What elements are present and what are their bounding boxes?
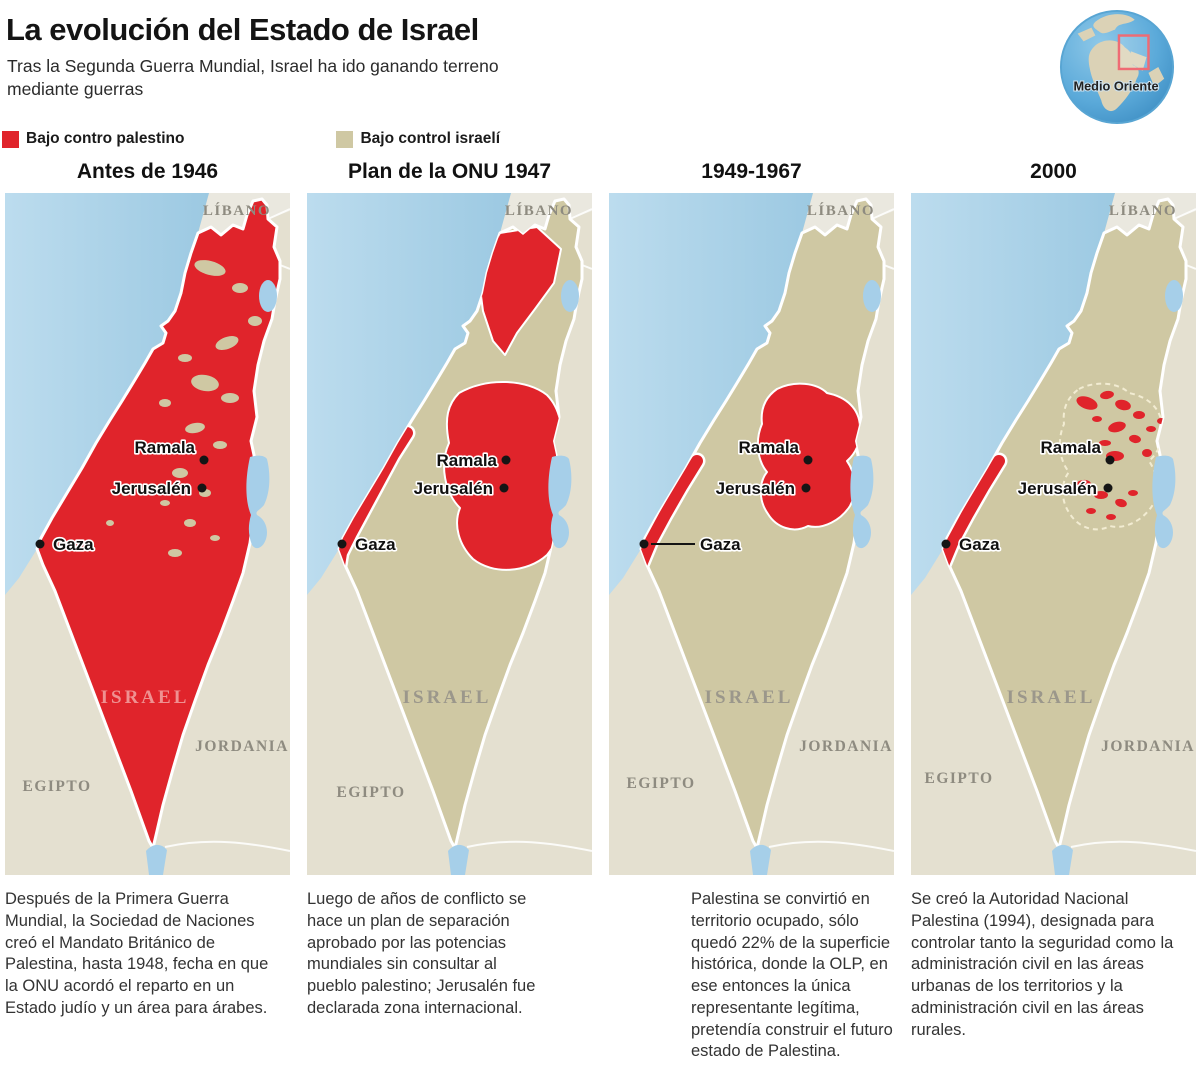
panel-caption: Después de la Primera Guerra Mundial, la… <box>5 890 269 1017</box>
label-gaza: Gaza <box>959 535 1000 554</box>
label-egipto: EGIPTO <box>336 784 405 801</box>
label-jordania: JORDANIA <box>799 738 893 755</box>
label-libano: LÍBANO <box>203 202 271 219</box>
label-libano: LÍBANO <box>505 202 573 219</box>
label-jordania: JORDANIA <box>1101 738 1195 755</box>
palestinian-swatch-icon <box>2 130 19 148</box>
label-ramala: Ramala <box>1041 438 1102 457</box>
palestinian-areas <box>941 382 1165 589</box>
label-gaza: Gaza <box>53 535 94 554</box>
label-libano: LÍBANO <box>1109 202 1177 219</box>
ramala-dot <box>1105 455 1115 465</box>
label-gaza: Gaza <box>700 535 741 554</box>
legend-item-palestinian: Bajo contro palestino <box>2 130 184 148</box>
label-jerusalen: Jerusalén <box>716 479 795 498</box>
globe-continents <box>1077 14 1165 112</box>
area-a-fragments <box>1075 390 1165 520</box>
jerusalen-dot <box>499 483 509 493</box>
page-title: La evolución del Estado de Israel <box>6 12 479 47</box>
label-ramala: Ramala <box>135 438 196 457</box>
panel-caption: Se creó la Autoridad Nacional Palestina … <box>911 890 1174 1039</box>
panel-title: 1949-1967 <box>701 160 802 183</box>
panel-1949-1967: 1949-1967 LÍBANO ISRAEL JORDANIA EGIPT <box>609 160 894 1063</box>
label-egipto: EGIPTO <box>924 770 993 787</box>
label-jerusalen: Jerusalén <box>112 479 191 498</box>
label-israel: ISRAEL <box>403 687 492 708</box>
jerusalen-dot <box>197 483 207 493</box>
legend-label: Bajo control israelí <box>360 130 501 147</box>
gaza-dot <box>337 539 347 549</box>
sea-of-galilee <box>1165 280 1183 312</box>
panel-caption: Luego de años de conflicto se hace un pl… <box>307 890 536 1017</box>
label-israel: ISRAEL <box>101 687 190 708</box>
label-israel: ISRAEL <box>705 687 794 708</box>
panel-title: Plan de la ONU 1947 <box>347 160 552 183</box>
label-jerusalen: Jerusalén <box>1018 479 1097 498</box>
sea-of-galilee <box>259 280 277 312</box>
legend-item-israeli: Bajo control israelí <box>336 130 500 148</box>
page-subtitle: Tras la Segunda Guerra Mundial, Israel h… <box>7 56 499 99</box>
label-jerusalen: Jerusalén <box>414 479 493 498</box>
central-arab-area <box>443 381 565 571</box>
label-gaza: Gaza <box>355 535 396 554</box>
map-antes-1946: LÍBANO ISRAEL JORDANIA EGIPTO Ramala Jer… <box>5 193 290 875</box>
panel-caption: Palestina se convirtió en territorio ocu… <box>691 890 893 1061</box>
sea-of-galilee <box>561 280 579 312</box>
panel-title: 2000 <box>1030 160 1077 183</box>
label-ramala: Ramala <box>437 451 498 470</box>
label-egipto: EGIPTO <box>626 775 695 792</box>
ramala-dot <box>501 455 511 465</box>
legend-label: Bajo contro palestino <box>26 130 185 147</box>
panel-plan-onu-1947: Plan de la ONU 1947 LÍBANO ISRAEL E <box>307 160 592 1063</box>
globe-caption: Medio Oriente <box>1073 79 1158 94</box>
label-egipto: EGIPTO <box>22 778 91 795</box>
panel-antes-1946: Antes de 1946 <box>5 160 290 1063</box>
israeli-swatch-icon <box>336 130 354 148</box>
label-ramala: Ramala <box>739 438 800 457</box>
map-plan-onu-1947: LÍBANO ISRAEL EGIPTO Ramala Jerusalén Ga… <box>307 193 592 875</box>
gaza-dot <box>35 539 45 549</box>
panel-2000: 2000 <box>911 160 1196 1063</box>
label-libano: LÍBANO <box>807 202 875 219</box>
map-2000: LÍBANO ISRAEL JORDANIA EGIPTO Ramala Jer… <box>911 193 1196 875</box>
middle-east-highlight-box <box>1117 34 1150 71</box>
legend: Bajo contro palestino Bajo control israe… <box>2 130 552 148</box>
sea-of-galilee <box>863 280 881 312</box>
panel-title: Antes de 1946 <box>76 160 219 183</box>
label-israel: ISRAEL <box>1007 687 1096 708</box>
jerusalen-dot <box>801 483 811 493</box>
label-jordania: JORDANIA <box>195 738 289 755</box>
ramala-dot <box>803 455 813 465</box>
gaza-dot <box>941 539 951 549</box>
gaza-dot <box>639 539 649 549</box>
ramala-dot <box>199 455 209 465</box>
israeli-settlement-spots <box>106 260 262 557</box>
globe-locator: Medio Oriente <box>1059 9 1175 125</box>
map-1949-1967: LÍBANO ISRAEL JORDANIA EGIPTO Ramala Jer… <box>609 193 894 875</box>
jerusalen-dot <box>1103 483 1113 493</box>
header: La evolución del Estado de Israel Tras l… <box>6 12 906 101</box>
map-panels: Antes de 1946 <box>5 160 1196 1063</box>
